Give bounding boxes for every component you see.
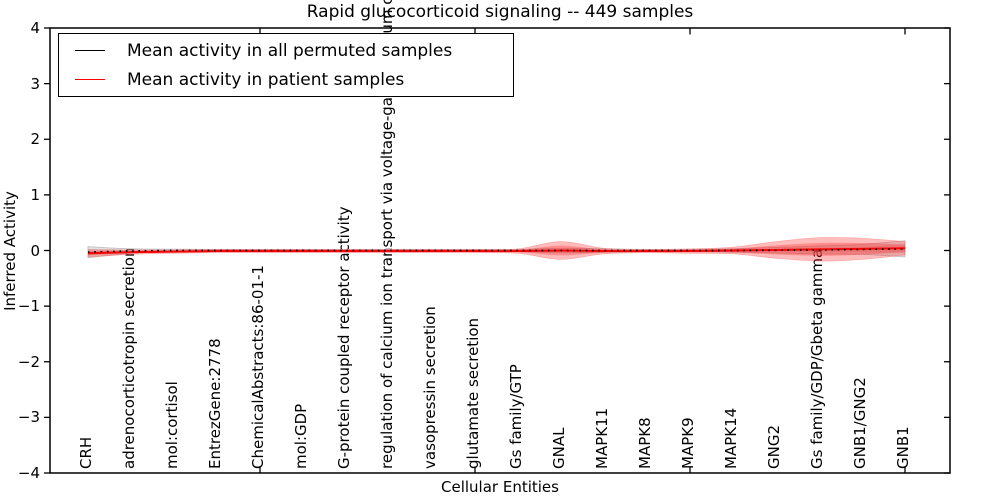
confidence-band-patient <box>87 237 906 262</box>
y-tick-label: −1 <box>17 297 40 316</box>
y-tick-label: 0 <box>30 241 40 260</box>
y-tick-label: 1 <box>30 185 40 204</box>
y-tick-label: −2 <box>17 352 40 371</box>
y-tick-label: −3 <box>17 408 40 427</box>
x-axis-label: Cellular Entities <box>441 478 559 496</box>
confidence-band-patient-inner <box>88 242 905 256</box>
legend-label-patient: Mean activity in patient samples <box>127 69 405 90</box>
legend-entry-permuted: Mean activity in all permuted samples <box>75 41 513 61</box>
legend-line-sample-patient <box>75 79 105 80</box>
legend: Mean activity in all permuted samples Me… <box>58 33 514 97</box>
legend-line-sample-permuted <box>75 50 105 51</box>
chart-title: Rapid glucocorticoid signaling -- 449 sa… <box>306 2 694 22</box>
y-tick-label: 3 <box>30 74 40 93</box>
y-tick-label: 4 <box>30 19 40 37</box>
y-tick-label: 2 <box>30 130 40 149</box>
legend-entry-patient: Mean activity in patient samples <box>75 70 513 90</box>
mean-line-permuted <box>87 247 906 254</box>
y-tick-label: −4 <box>17 464 40 482</box>
legend-label-permuted: Mean activity in all permuted samples <box>127 40 453 61</box>
